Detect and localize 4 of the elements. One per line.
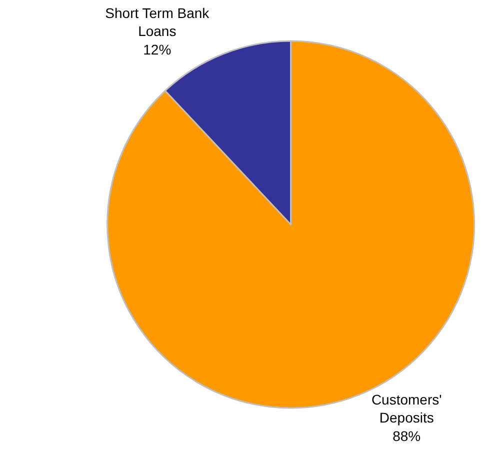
data-label: 88%	[392, 428, 421, 444]
slice-label: Customers' Deposits	[371, 392, 442, 426]
slice-label: Short Term Bank Loans	[105, 5, 210, 40]
data-label: 12%	[143, 41, 172, 58]
